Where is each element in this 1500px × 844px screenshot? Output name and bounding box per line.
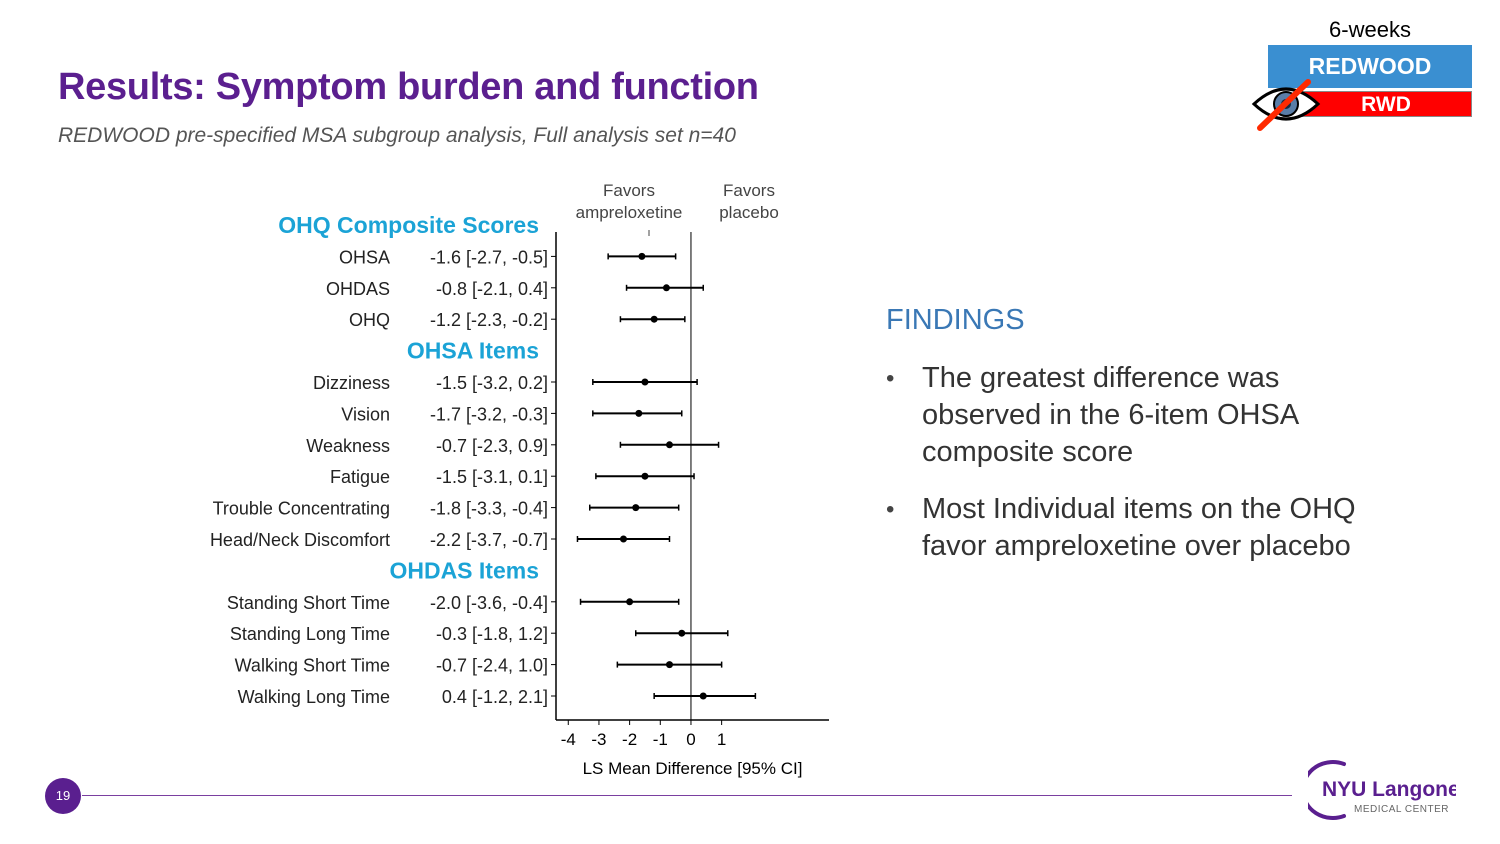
nyu-langone-logo: NYU Langone MEDICAL CENTER (1308, 760, 1456, 820)
finding-text: Most Individual items on the OHQ favor a… (922, 493, 1356, 562)
row-label: Walking Short Time (235, 656, 390, 676)
point-estimate (665, 661, 673, 669)
estimate-text: -1.5 [-3.2, 0.2] (436, 373, 548, 393)
row-label: Fatigue (330, 467, 390, 487)
estimate-text: -1.7 [-3.2, -0.3] (430, 404, 548, 424)
point-estimate (678, 629, 686, 637)
x-tick-label: -2 (622, 730, 637, 749)
x-tick-label: -3 (591, 730, 606, 749)
row-label: Standing Long Time (230, 624, 390, 644)
bullet-icon: • (886, 496, 895, 523)
crossed-eye-icon (1251, 79, 1321, 131)
estimate-text: 0.4 [-1.2, 2.1] (442, 687, 548, 707)
section-header: OHDAS Items (389, 557, 539, 583)
row-label: Weakness (306, 436, 390, 456)
estimate-text: -0.7 [-2.4, 1.0] (436, 656, 548, 676)
row-label: Walking Long Time (238, 687, 390, 707)
estimate-text: -2.2 [-3.7, -0.7] (430, 530, 548, 550)
page-number: 19 (45, 778, 81, 814)
row-label: OHQ (349, 310, 390, 330)
row-label: Vision (341, 404, 390, 424)
favors-left-label: ampreloxetine (576, 203, 683, 222)
point-estimate (619, 535, 627, 543)
row-label: Dizziness (313, 373, 390, 393)
footer-divider (82, 795, 1292, 796)
row-label: Trouble Concentrating (213, 499, 390, 519)
bullet-icon: • (886, 365, 895, 392)
row-label: Head/Neck Discomfort (210, 530, 390, 550)
finding-item: • The greatest difference was observed i… (886, 360, 1366, 471)
x-tick-label: 1 (717, 730, 726, 749)
point-estimate (626, 598, 634, 606)
logo-name: NYU Langone (1322, 778, 1456, 801)
estimate-text: -2.0 [-3.6, -0.4] (430, 593, 548, 613)
study-badge-rwd: RWD (1300, 91, 1472, 117)
section-header: OHSA Items (407, 338, 539, 364)
timepoint-label: 6-weeks (1329, 17, 1411, 42)
point-estimate (632, 504, 640, 512)
row-label: Standing Short Time (227, 593, 390, 613)
logo-tagline: MEDICAL CENTER (1354, 804, 1449, 815)
section-header: OHQ Composite Scores (278, 212, 539, 238)
row-label: OHSA (339, 247, 390, 267)
point-estimate (665, 441, 673, 449)
point-estimate (699, 692, 707, 700)
finding-text: The greatest difference was observed in … (922, 362, 1298, 468)
point-estimate (662, 284, 670, 292)
estimate-text: -1.6 [-2.7, -0.5] (430, 247, 548, 267)
x-tick-label: -4 (561, 730, 576, 749)
estimate-text: -1.5 [-3.1, 0.1] (436, 467, 548, 487)
x-tick-label: -1 (653, 730, 668, 749)
finding-item: • Most Individual items on the OHQ favor… (886, 491, 1366, 565)
x-tick-label: 0 (686, 730, 695, 749)
point-estimate (635, 409, 643, 417)
point-estimate (641, 472, 649, 480)
point-estimate (641, 378, 649, 386)
findings-heading: FINDINGS (886, 304, 1025, 336)
study-badge-redwood: REDWOOD (1268, 45, 1472, 88)
slide-title: Results: Symptom burden and function (58, 66, 759, 108)
slide-subtitle: REDWOOD pre-specified MSA subgroup analy… (58, 124, 736, 147)
estimate-text: -0.3 [-1.8, 1.2] (436, 624, 548, 644)
estimate-text: -1.8 [-3.3, -0.4] (430, 499, 548, 519)
point-estimate (638, 252, 646, 260)
row-label: OHDAS (326, 279, 390, 299)
favors-right-label: placebo (719, 203, 779, 222)
favors-right-label: Favors (723, 181, 775, 200)
x-axis-label: LS Mean Difference [95% CI] (583, 759, 803, 778)
estimate-text: -0.7 [-2.3, 0.9] (436, 436, 548, 456)
point-estimate (650, 315, 658, 323)
estimate-text: -1.2 [-2.3, -0.2] (430, 310, 548, 330)
estimate-text: -0.8 [-2.1, 0.4] (436, 279, 548, 299)
favors-left-label: Favors (603, 181, 655, 200)
